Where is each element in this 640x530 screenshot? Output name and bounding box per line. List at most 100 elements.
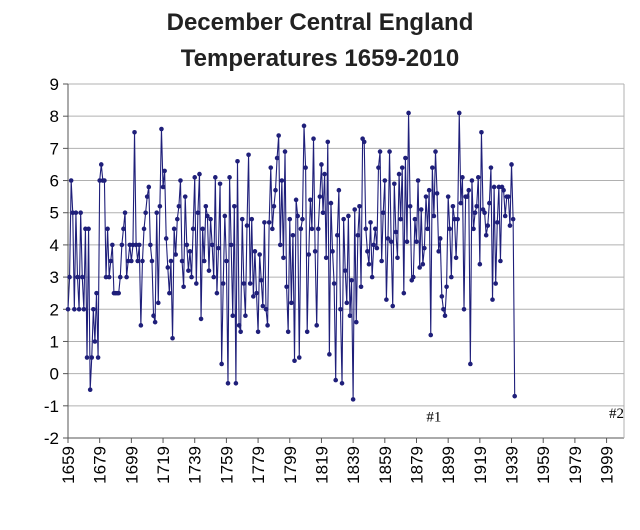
- data-point: [206, 268, 212, 273]
- data-point: [458, 200, 464, 206]
- data-point: [293, 197, 299, 203]
- data-point: [417, 265, 422, 270]
- data-point: [162, 168, 167, 174]
- data-point: [116, 290, 121, 296]
- data-point: [488, 165, 494, 170]
- data-point: [512, 393, 517, 399]
- data-point: [387, 149, 392, 154]
- data-point: [270, 226, 275, 232]
- data-point: [320, 210, 326, 216]
- data-point: [179, 258, 185, 264]
- data-point: [510, 216, 516, 222]
- data-point: [70, 210, 76, 216]
- data-point: [262, 220, 267, 225]
- data-point: [415, 178, 421, 183]
- data-point: [213, 175, 218, 180]
- data-point: [290, 232, 296, 238]
- data-point: [502, 213, 508, 219]
- data-point: [404, 239, 410, 244]
- chart-title: December Central England: [166, 9, 474, 36]
- data-point: [266, 220, 272, 225]
- data-point: [197, 171, 202, 177]
- data-point: [330, 249, 335, 254]
- data-point: [346, 213, 351, 219]
- data-point: [327, 352, 332, 357]
- series-temperature: [65, 110, 517, 402]
- data-point: [232, 203, 237, 209]
- data-point: [333, 377, 339, 383]
- data-point: [155, 300, 161, 306]
- data-point: [392, 181, 397, 187]
- x-tick-label: 1979: [566, 446, 585, 484]
- data-point: [496, 184, 502, 190]
- data-point: [365, 249, 370, 254]
- data-point: [287, 216, 293, 222]
- data-point: [159, 126, 164, 132]
- data-point: [106, 274, 112, 280]
- data-point: [376, 165, 381, 170]
- data-point: [251, 294, 256, 299]
- data-point: [201, 258, 207, 264]
- data-point: [154, 210, 160, 216]
- data-point: [472, 210, 478, 216]
- data-point: [211, 274, 217, 280]
- x-tick-label: 1899: [439, 446, 458, 484]
- x-tick-label: 1699: [122, 446, 141, 484]
- data-point: [235, 158, 240, 164]
- data-point: [246, 152, 251, 158]
- data-point: [368, 220, 373, 225]
- data-point: [298, 226, 304, 232]
- y-tick-label: 4: [50, 236, 59, 255]
- x-axis-ticks: 1659 1679 1699 1719 1739 1759 1779 1799 1819 1839…: [59, 438, 617, 484]
- data-point: [108, 258, 114, 264]
- x-tick-label: 1659: [59, 446, 78, 484]
- data-point: [471, 226, 476, 232]
- data-point: [501, 187, 506, 193]
- data-point: [456, 110, 462, 116]
- data-point: [219, 361, 224, 367]
- data-point: [339, 380, 345, 386]
- data-point: [87, 387, 93, 393]
- data-point: [361, 139, 367, 145]
- data-point: [157, 203, 163, 209]
- data-point: [349, 278, 354, 283]
- data-point: [445, 194, 451, 199]
- data-point: [173, 252, 179, 257]
- data-point: [412, 216, 418, 222]
- data-point: [334, 232, 340, 238]
- data-point: [466, 187, 472, 193]
- data-point: [127, 242, 133, 248]
- data-point: [395, 255, 400, 261]
- data-point: [135, 258, 140, 264]
- data-point: [249, 216, 255, 222]
- data-point: [449, 274, 454, 280]
- y-tick-label: -2: [44, 429, 59, 448]
- data-point: [422, 245, 427, 251]
- data-point: [220, 281, 226, 286]
- x-tick-label: 1999: [598, 446, 617, 484]
- data-point: [181, 284, 186, 290]
- data-point: [86, 226, 91, 232]
- data-point: [171, 226, 177, 232]
- data-point: [124, 274, 129, 280]
- data-point: [406, 110, 411, 116]
- data-point: [281, 255, 286, 261]
- data-point: [72, 306, 77, 312]
- data-point: [418, 207, 424, 212]
- data-point: [233, 380, 239, 386]
- x-tick-label: 1839: [344, 446, 363, 484]
- data-point: [182, 194, 188, 199]
- data-point: [296, 355, 302, 360]
- data-point: [148, 242, 153, 248]
- data-point: [311, 136, 316, 142]
- data-point: [380, 210, 386, 216]
- data-point: [482, 210, 487, 216]
- y-tick-label: 1: [50, 332, 59, 351]
- data-point: [91, 306, 96, 312]
- y-tick-label: 8: [50, 107, 59, 126]
- data-point: [426, 187, 432, 193]
- data-point: [507, 223, 513, 228]
- data-point: [168, 258, 174, 264]
- data-point: [205, 213, 210, 219]
- data-point: [304, 329, 310, 335]
